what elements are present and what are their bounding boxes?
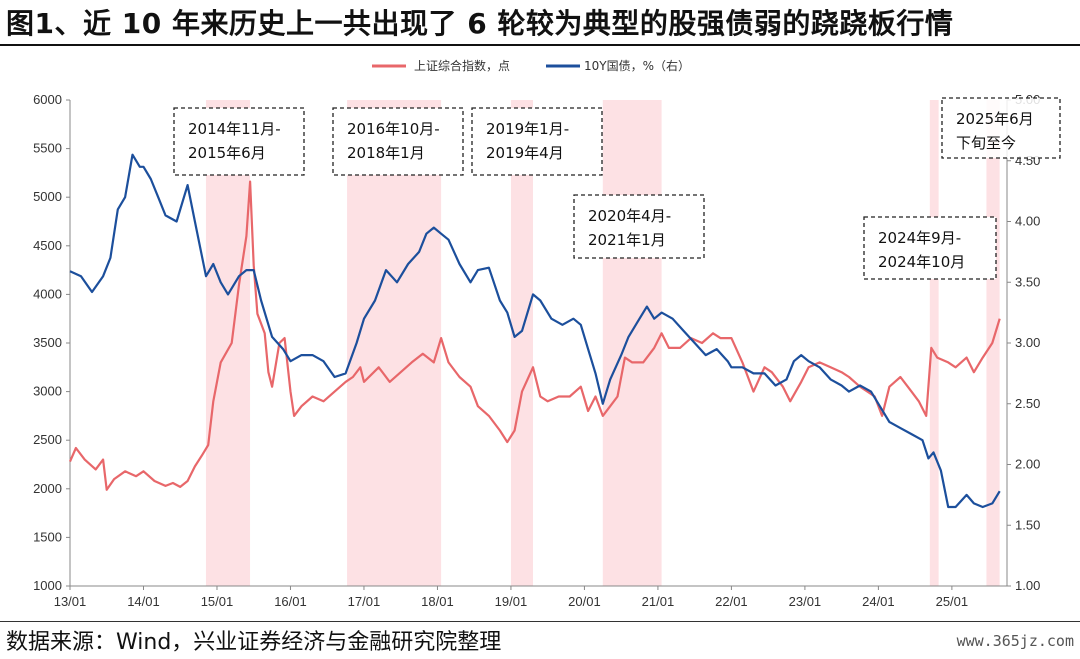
x-tick-label: 16/01 xyxy=(274,594,307,609)
x-tick-label: 25/01 xyxy=(936,594,969,609)
annotation-box-2 xyxy=(332,107,464,176)
y-left-tick-label: 2000 xyxy=(33,481,62,496)
annotation-text-1: 2014年11月- xyxy=(188,120,281,138)
annotation-text-6: 2025年6月 xyxy=(956,110,1034,128)
y-left-tick-label: 4000 xyxy=(33,286,62,301)
y-left-tick-label: 5000 xyxy=(33,189,62,204)
title-divider xyxy=(0,44,1080,46)
x-tick-label: 18/01 xyxy=(421,594,454,609)
x-tick-label: 14/01 xyxy=(127,594,160,609)
y-right-tick-label: 4.00 xyxy=(1015,214,1040,229)
x-tick-label: 23/01 xyxy=(789,594,822,609)
y-left-tick-label: 3000 xyxy=(33,384,62,399)
watermark: www.365jz.com xyxy=(956,632,1074,650)
series-line-stock-index xyxy=(68,180,1001,491)
source-divider xyxy=(0,621,1080,622)
annotation-text-1: 2015年6月 xyxy=(188,144,266,162)
y-left-tick-label: 1000 xyxy=(33,578,62,593)
annotation-text-4: 2020年4月- xyxy=(588,207,671,225)
shaded-period-3 xyxy=(510,100,533,586)
x-tick-label: 24/01 xyxy=(862,594,895,609)
annotation-text-3: 2019年1月- xyxy=(486,120,569,138)
annotation-text-4: 2021年1月 xyxy=(588,231,666,249)
x-tick-label: 17/01 xyxy=(348,594,381,609)
annotation-text-5: 2024年9月- xyxy=(878,229,961,247)
annotation-box-4 xyxy=(573,194,705,259)
y-left-tick-label: 4500 xyxy=(33,238,62,253)
y-right-tick-label: 1.00 xyxy=(1015,578,1040,593)
legend-label-1: 上证综合指数，点 xyxy=(414,58,510,73)
annotation-text-2: 2018年1月 xyxy=(347,144,425,162)
shaded-period-4 xyxy=(602,100,662,586)
x-tick-label: 21/01 xyxy=(642,594,675,609)
y-left-tick-label: 6000 xyxy=(33,92,62,107)
y-right-tick-label: 2.50 xyxy=(1015,396,1040,411)
annotation-box-5 xyxy=(863,216,997,280)
chart-svg: 1000 1500 2000 2500 3000 3500 4000 4500 5000 5500… xyxy=(33,58,1061,609)
y-right-tick-label: 3.50 xyxy=(1015,274,1040,289)
x-tick-label: 20/01 xyxy=(568,594,601,609)
annotation-text-2: 2016年10月- xyxy=(347,120,440,138)
y-left-tick-label: 5500 xyxy=(33,141,62,156)
chart-title: 图1、近 10 年来历史上一共出现了 6 轮较为典型的股强债弱的跷跷板行情 xyxy=(6,7,954,40)
y-left-tick-label: 2500 xyxy=(33,432,62,447)
shaded-period-5 xyxy=(929,100,939,586)
annotation-box-6 xyxy=(941,97,1061,159)
annotation-box-1 xyxy=(173,107,305,176)
y-right-tick-label: 3.00 xyxy=(1015,335,1040,350)
legend-label-2: 10Y国债，%（右） xyxy=(584,58,690,73)
x-tick-label: 22/01 xyxy=(715,594,748,609)
series-line-bond-10y xyxy=(69,153,1001,509)
annotation-text-5: 2024年10月 xyxy=(878,253,965,271)
y-right-tick-label: 2.00 xyxy=(1015,457,1040,472)
annotation-text-3: 2019年4月 xyxy=(486,144,564,162)
shaded-period-1 xyxy=(205,100,251,586)
annotation-box-3 xyxy=(471,107,603,176)
x-tick-label: 15/01 xyxy=(201,594,234,609)
shaded-period-2 xyxy=(347,100,442,586)
y-left-tick-label: 3500 xyxy=(33,335,62,350)
x-tick-label: 19/01 xyxy=(495,594,528,609)
y-left-tick-label: 1500 xyxy=(33,529,62,544)
x-tick-label: 13/01 xyxy=(54,594,87,609)
annotation-text-6: 下旬至今 xyxy=(956,134,1016,152)
y-right-tick-label: 1.50 xyxy=(1015,517,1040,532)
source-note: 数据来源：Wind，兴业证券经济与金融研究院整理 xyxy=(6,630,502,655)
